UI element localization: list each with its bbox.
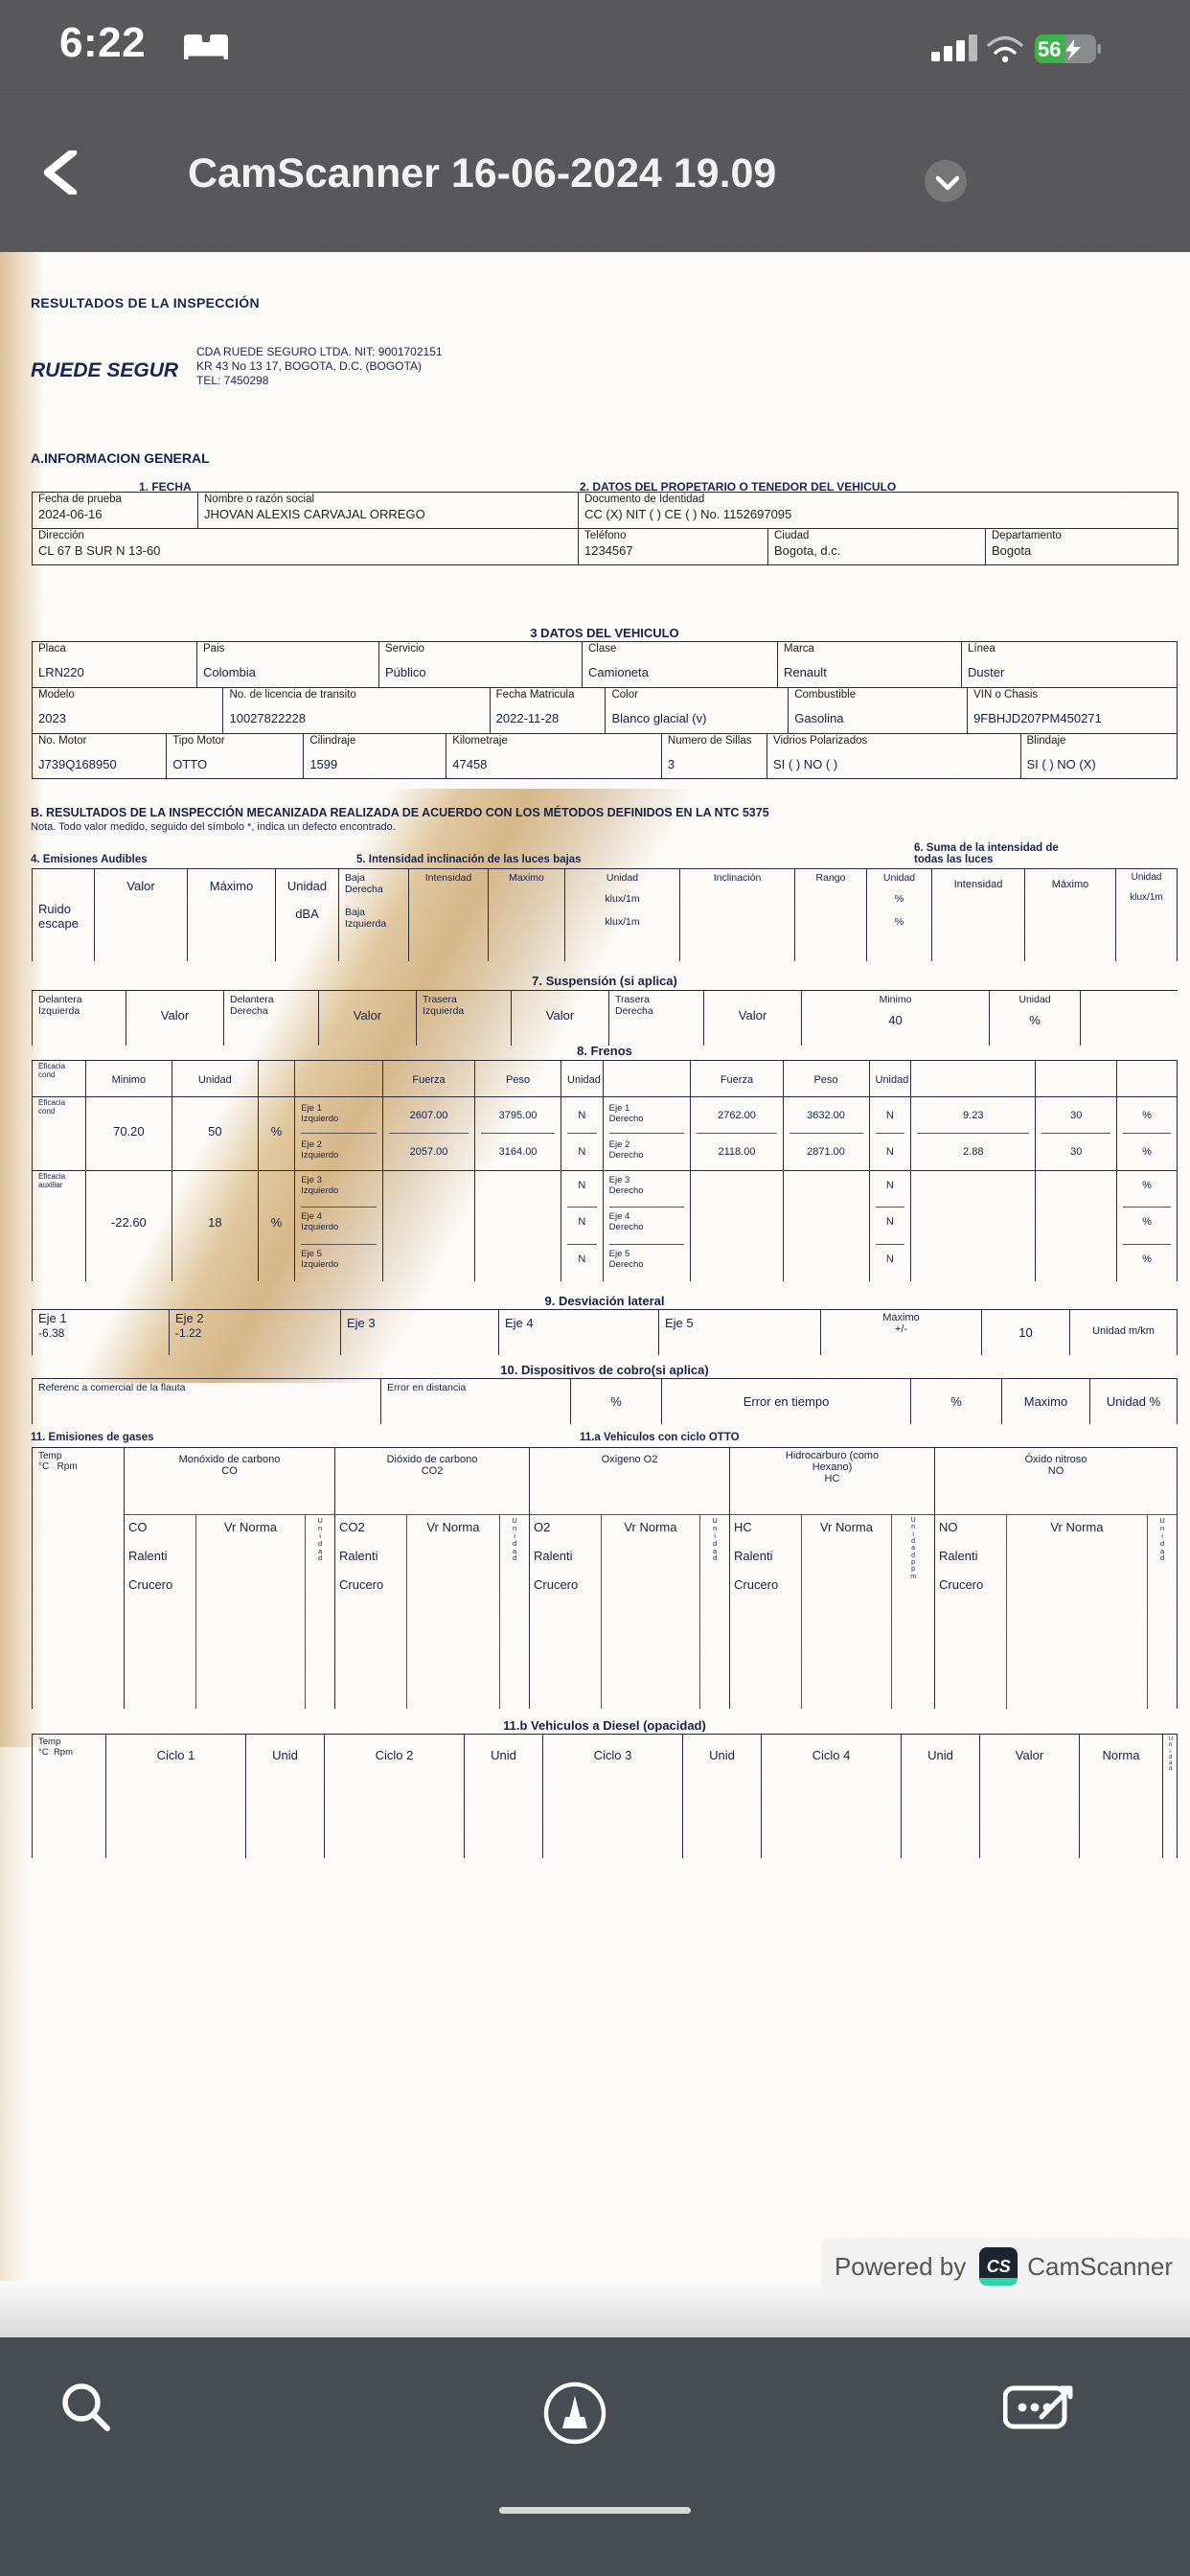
- svg-text:56: 56: [1038, 37, 1061, 61]
